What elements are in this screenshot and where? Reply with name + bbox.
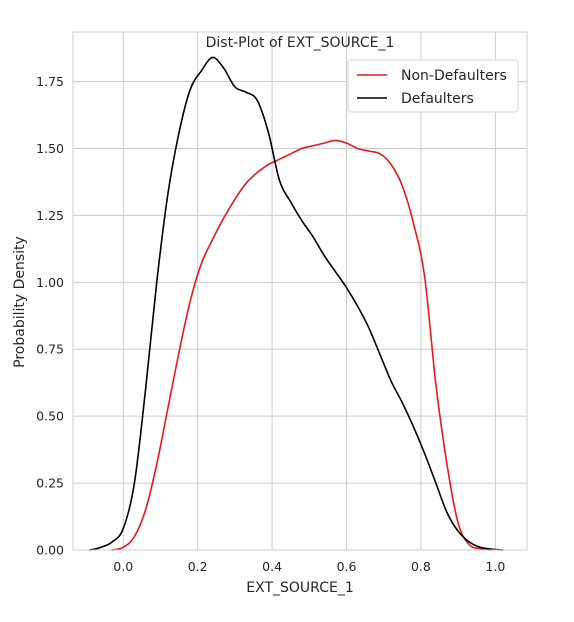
series-layer	[88, 56, 504, 551]
legend-label-defaulters: Defaulters	[401, 91, 474, 107]
x-tick-label: 0.2	[188, 559, 208, 574]
y-axis-label: Probability Density	[12, 236, 28, 368]
series-line-defaulters	[88, 56, 504, 551]
x-gridlines	[122, 32, 496, 550]
x-tick-label: 1.0	[485, 559, 505, 574]
legend-label-non-defaulters: Non-Defaulters	[401, 68, 507, 84]
x-tick-label: 0.6	[337, 559, 357, 574]
chart-title: Dist-Plot of EXT_SOURCE_1	[206, 35, 395, 51]
y-tick-label: 0.75	[36, 342, 64, 357]
x-tick-label: 0.8	[411, 559, 431, 574]
series-line-non-defaulters	[111, 139, 493, 551]
legend-box	[347, 59, 519, 113]
y-tick-label: 1.75	[36, 74, 64, 89]
y-tick-label: 1.25	[36, 208, 64, 223]
y-tick-labels: 0.00 0.25 0.50 0.75 1.00 1.25 1.50 1.75	[36, 74, 64, 557]
x-tick-label: 0.0	[113, 559, 133, 574]
x-tick-label: 0.4	[262, 559, 282, 574]
x-axis-label: EXT_SOURCE_1	[246, 580, 353, 596]
y-tick-label: 0.25	[36, 476, 64, 491]
y-tick-label: 1.00	[36, 275, 64, 290]
y-tick-label: 1.50	[36, 141, 64, 156]
legend: Non-Defaulters Defaulters	[347, 59, 519, 113]
x-tick-labels: 0.0 0.2 0.4 0.6 0.8 1.0	[113, 559, 505, 574]
y-tick-label: 0.00	[36, 543, 64, 558]
y-tick-label: 0.50	[36, 409, 64, 424]
plot-frame	[72, 31, 528, 551]
